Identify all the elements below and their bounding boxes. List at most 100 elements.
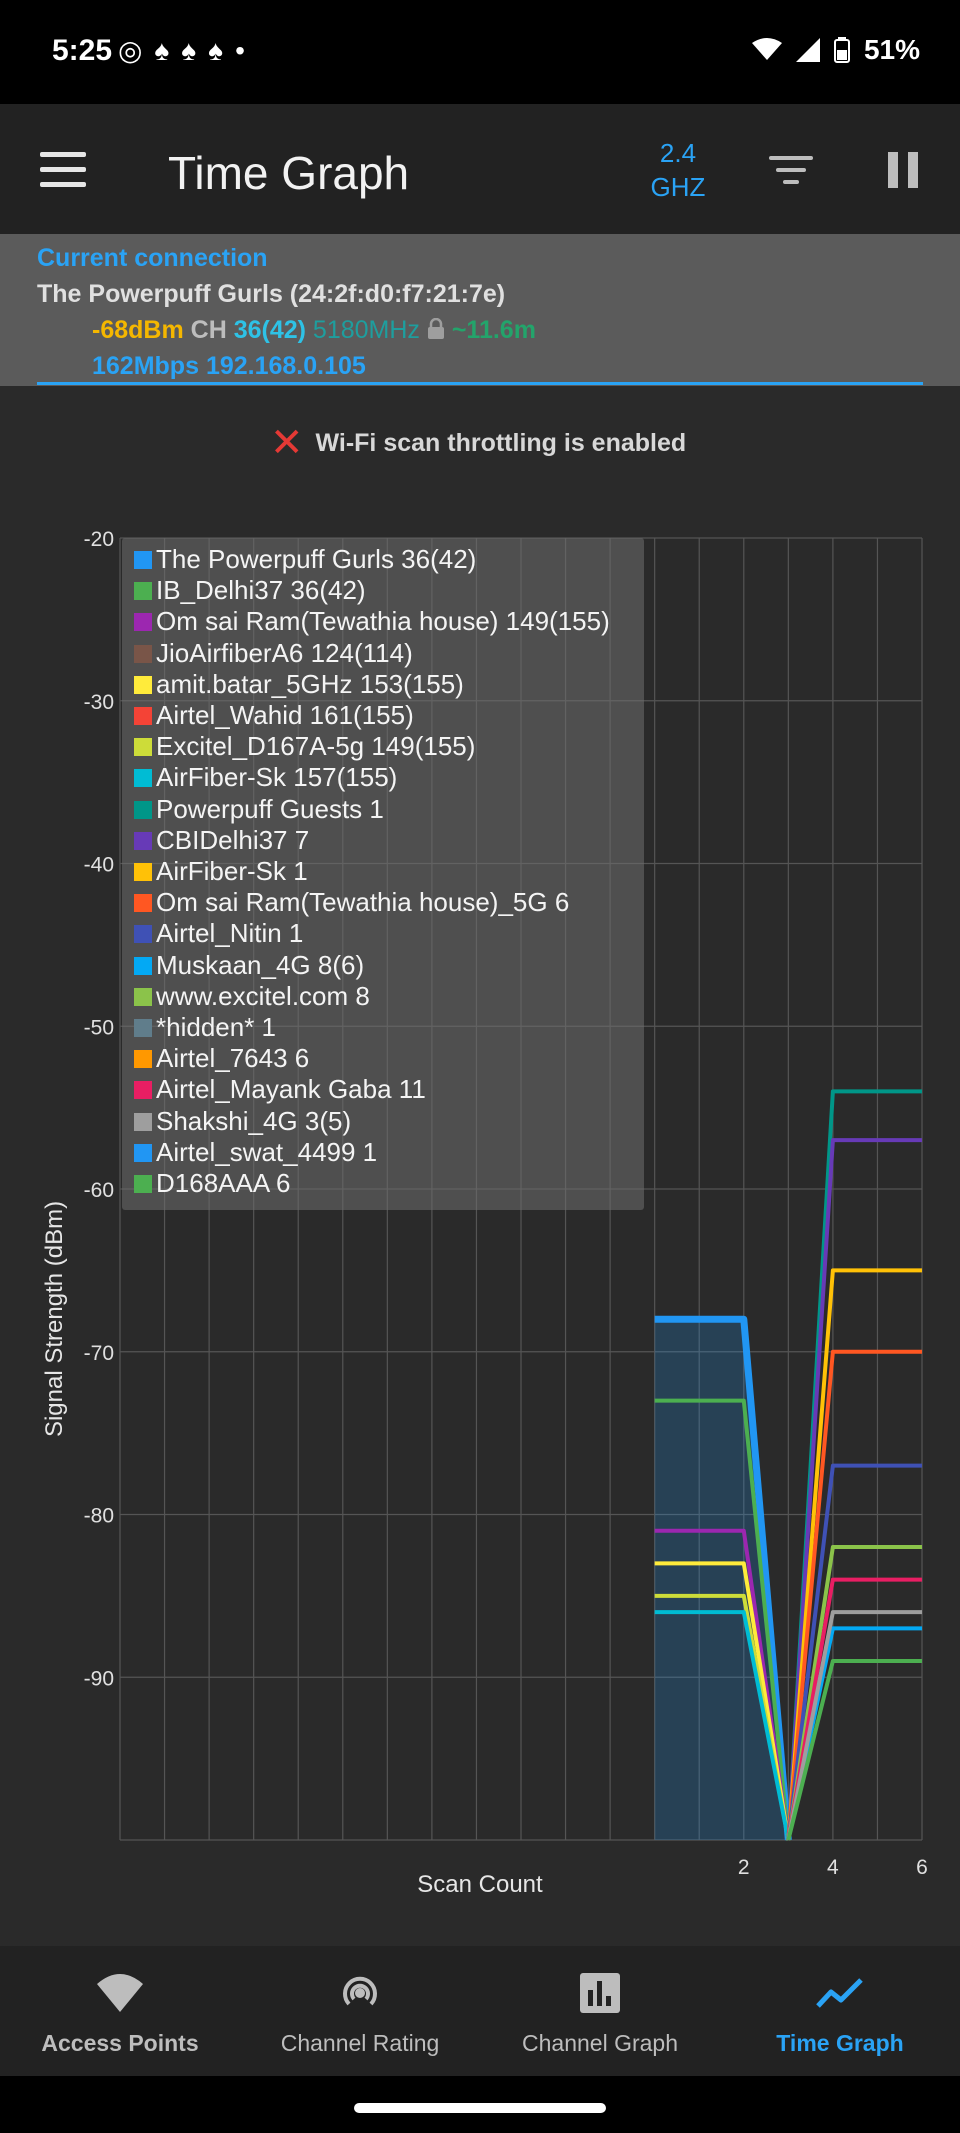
radio-tower-icon (343, 1976, 377, 2006)
nav-label: Channel Graph (522, 2030, 678, 2056)
x-tick-label: 2 (738, 1856, 750, 1879)
menu-icon[interactable] (40, 152, 86, 188)
series-line (654, 1561, 791, 1841)
legend-item: www.excitel.com 8 (134, 981, 370, 1012)
bottom-navigation: Access Points Channel Rating Channel Gra… (0, 1946, 960, 2076)
snapchat-icon: ♠ (208, 35, 236, 66)
legend-label: JioAirfiberA6 124(114) (156, 637, 413, 668)
cell-signal-icon (795, 38, 820, 62)
legend-item: AirFiber-Sk 1 (134, 856, 308, 887)
legend-item: Om sai Ram(Tewathia house)_5G 6 (134, 887, 569, 918)
legend-item: The Powerpuff Gurls 36(42) (134, 544, 476, 575)
legend-item: Airtel_Nitin 1 (134, 918, 303, 949)
legend-swatch (134, 956, 152, 975)
series-line (786, 1658, 922, 1841)
nav-channel-rating[interactable]: Channel Rating (240, 1946, 480, 2076)
legend-label: *hidden* 1 (156, 1012, 276, 1042)
notification-icons: ◎♠♠♠• (118, 34, 257, 67)
battery-percent: 51% (863, 34, 920, 65)
connection-ip: 192.168.0.105 (205, 352, 366, 380)
legend-swatch (134, 644, 152, 663)
legend-item: Airtel_swat_4499 1 (134, 1137, 377, 1168)
legend-item: Shakshi_4G 3(5) (134, 1106, 351, 1137)
legend-label: Powerpuff Guests 1 (156, 793, 384, 824)
snapchat-icon: ♠ (181, 35, 209, 66)
legend-item: IB_Delhi37 36(42) (134, 575, 366, 606)
legend-label: AirFiber-Sk 1 (156, 856, 308, 886)
pause-icon[interactable] (888, 152, 918, 188)
legend-swatch (134, 863, 152, 881)
y-tick-label: -40 (84, 854, 114, 877)
wifi-icon (97, 1974, 143, 2012)
whatsapp-icon: ◎ (118, 35, 155, 66)
connection-details: -68dBm CH 36(42) 5180MHz ~11.6m (92, 316, 536, 345)
series-line (786, 1545, 922, 1841)
connection-ssid: The Powerpuff Gurls (24:2f:d0:f7:21:7e) (37, 280, 506, 308)
legend-swatch (134, 1112, 152, 1131)
nav-access-points[interactable]: Access Points (0, 1946, 240, 2076)
legend-swatch (134, 707, 152, 725)
legend-label: www.excitel.com 8 (156, 980, 370, 1011)
current-connection-panel[interactable]: Current connection The Powerpuff Gurls (… (0, 234, 960, 386)
y-tick-label: -50 (84, 1016, 114, 1039)
status-time: 5:25 (52, 34, 113, 67)
y-tick-label: -20 (84, 528, 114, 551)
legend-item: Excitel_D167A-5g 149(155) (134, 731, 475, 762)
legend-label: Muskaan_4G 8(6) (156, 949, 365, 980)
y-tick-label: -80 (84, 1505, 114, 1528)
legend-item: Om sai Ram(Tewathia house) 149(155) (134, 606, 610, 637)
legend-swatch (134, 1175, 152, 1193)
nav-label: Time Graph (776, 2030, 904, 2056)
throttle-message: Wi-Fi scan throttling is enabled (315, 428, 687, 457)
legend-item: Airtel_Wahid 161(155) (134, 700, 414, 731)
legend-label: Om sai Ram(Tewathia house) 149(155) (156, 606, 610, 637)
y-tick-label: -90 (84, 1667, 114, 1690)
x-axis-label: Scan Count (417, 1871, 543, 1898)
legend-label: Airtel_Wahid 161(155) (156, 700, 414, 730)
legend-item: amit.batar_5GHz 153(155) (134, 669, 464, 700)
nav-channel-graph[interactable]: Channel Graph (480, 1946, 720, 2076)
x-tick-label: 6 (916, 1856, 928, 1879)
legend-item: Airtel_7643 6 (134, 1043, 309, 1074)
legend-label: Om sai Ram(Tewathia house)_5G 6 (156, 887, 570, 918)
x-tick-label: 4 (827, 1856, 839, 1879)
legend-swatch (134, 738, 152, 757)
band-toggle-button[interactable]: 2.4 GHZ (640, 136, 716, 204)
legend-swatch (134, 613, 152, 632)
legend-swatch (134, 582, 152, 601)
divider (37, 382, 923, 385)
series-line (654, 1528, 791, 1841)
series-line (786, 1268, 922, 1841)
legend-swatch (134, 800, 152, 819)
legend-swatch (134, 1143, 152, 1162)
current-connection-label: Current connection (37, 244, 268, 272)
lock-icon (427, 317, 444, 339)
legend-item: AirFiber-Sk 157(155) (134, 762, 397, 793)
series-line (786, 1610, 922, 1841)
nav-label: Channel Rating (280, 2030, 440, 2056)
filter-icon[interactable] (768, 156, 814, 190)
dot-icon: • (235, 35, 257, 66)
legend-label: AirFiber-Sk 157(155) (156, 762, 398, 793)
connection-speed: 162Mbps (92, 352, 199, 380)
bar-chart-icon (580, 1973, 620, 2013)
series-line (654, 1315, 792, 1841)
legend-item: Powerpuff Guests 1 (134, 794, 384, 825)
legend-swatch (134, 894, 152, 913)
throttle-warning: ✕ Wi-Fi scan throttling is enabled (270, 423, 687, 463)
channel-label: CH (190, 316, 227, 344)
line-chart-icon (816, 1978, 863, 2008)
home-gesture-handle[interactable] (354, 2103, 606, 2113)
legend-swatch (134, 925, 152, 944)
legend-swatch (134, 987, 152, 1006)
legend-swatch (134, 1019, 152, 1037)
wifi-signal-icon (751, 38, 782, 60)
nav-time-graph[interactable]: Time Graph (720, 1946, 960, 2076)
legend-label: Airtel_swat_4499 1 (156, 1136, 378, 1167)
series-line (786, 1138, 922, 1841)
status-bar: 5:25 ◎♠♠♠• 51% (0, 0, 960, 104)
battery-icon (833, 37, 850, 63)
connection-signal: -68dBm (92, 316, 184, 344)
legend-swatch (134, 769, 152, 788)
connection-speed-ip: 162Mbps 192.168.0.105 (92, 352, 366, 381)
